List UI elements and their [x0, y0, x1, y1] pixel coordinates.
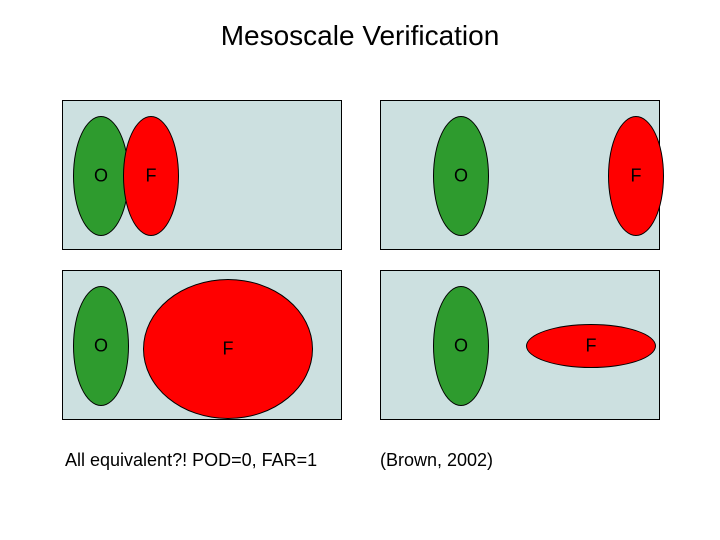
ellipse-label: O: [454, 166, 468, 187]
ellipse-label: O: [94, 336, 108, 357]
caption: (Brown, 2002): [380, 450, 493, 471]
caption: All equivalent?! POD=0, FAR=1: [65, 450, 317, 471]
ellipse-label: O: [94, 166, 108, 187]
page-title: Mesoscale Verification: [0, 20, 720, 52]
panel-p2: OF: [380, 100, 660, 250]
panel-p4: OF: [380, 270, 660, 420]
ellipse-label: F: [146, 166, 157, 187]
ellipse-label: O: [454, 336, 468, 357]
ellipse-label: F: [223, 339, 234, 360]
ellipse-label: F: [586, 336, 597, 357]
ellipse-label: F: [631, 166, 642, 187]
panel-p1: OF: [62, 100, 342, 250]
panel-p3: OF: [62, 270, 342, 420]
